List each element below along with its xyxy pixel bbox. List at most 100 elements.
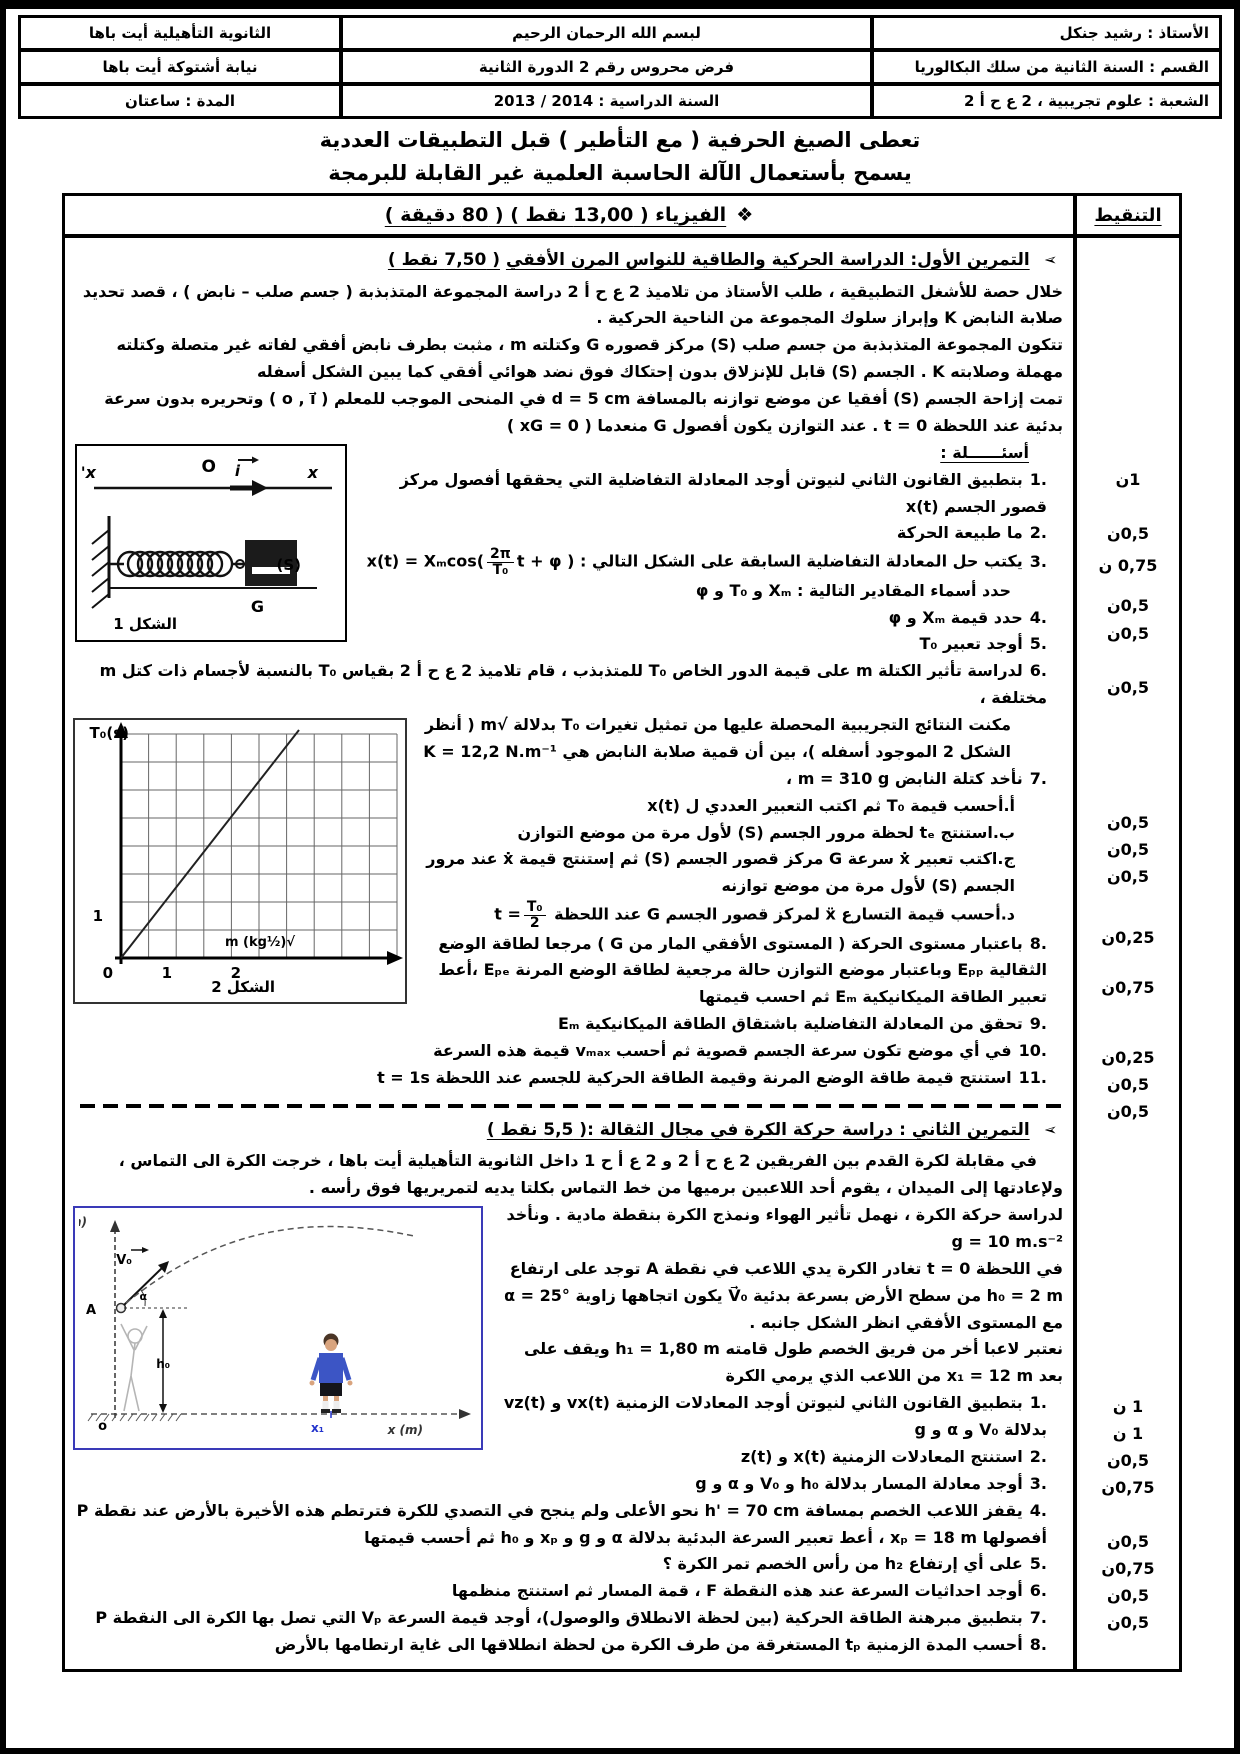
mark-value: 0,5ن: [1107, 624, 1149, 643]
q-text: أحسب المدة الزمنية tₚ المستغرقة من طرف ا…: [274, 1635, 1023, 1655]
ex1-question-7d: د.أحسب قيمة التسارع ẍ لمركز قصور الجسم G…: [73, 900, 1063, 930]
alpha-angle-label: α: [139, 1290, 147, 1303]
exercise1-title: ➢ التمرين الأول: الدراسة الحركية والطاقي…: [73, 246, 1057, 275]
mark-value: 0,5ن: [1107, 867, 1149, 886]
q-number: 7.: [1029, 1608, 1047, 1628]
exam-title: فرض محروس رقم 2 الدورة الثانية: [343, 52, 870, 82]
projectile-diagram: z (m) x (m) o: [51, 1215, 471, 1437]
q-number: 4.: [1029, 1500, 1047, 1520]
y-axis-label: T₀(s): [90, 724, 129, 742]
axis-origin-label: O: [202, 457, 216, 477]
q-text: استنتج المعادلات الزمنية x(t) و z(t): [740, 1446, 1023, 1466]
exercise2-title: ➢ التمرين الثاني : دراسة حركة الكرة في م…: [73, 1116, 1057, 1145]
mark-value: 0,75 ن: [1098, 556, 1158, 575]
grading-column: 1ن 0,5ن 0,75 ن 0,5ن 0,5ن 0,5ن 0,5ن 0,5ن 0,5ن 0,25…: [1077, 238, 1179, 1669]
q-letter: د.: [1000, 904, 1015, 924]
q-number: 7.: [1029, 768, 1047, 788]
q-text: بتطبيق القانون الثاني لنيوتن أوجد المعاد…: [503, 1393, 1047, 1440]
arrow-icon: ➢: [1043, 1119, 1057, 1139]
q-text: أحسب قيمة T₀ ثم اكتب التعبير العددي ل x(…: [647, 795, 1004, 815]
q-text: أوجد تعبير T₀: [919, 634, 1023, 654]
q-text: يقفز اللاعب الخصم بمسافة h' = 70 cm نحو …: [76, 1500, 1047, 1547]
ex2-question-7: 7. بتطبيق مبرهنة الطاقة الحركية (بين لحظة…: [73, 1605, 1063, 1632]
q-number: 1.: [1029, 469, 1047, 489]
ex2-question-6: 6. أوجد احداثيات السرعة عند هذه النقطة F …: [73, 1578, 1063, 1605]
mark-value: 0,5ن: [1107, 1075, 1149, 1094]
figure1-spring-mass: x' O i x: [75, 443, 347, 642]
ex1-intro-1: خلال حصة للأشغل التطبيقية ، طلب الأستاذ …: [82, 281, 1063, 328]
mark-value: 0,75ن: [1101, 1559, 1155, 1578]
arrow-icon: ➢: [1043, 250, 1057, 269]
q-letter: ب.: [992, 822, 1015, 842]
exercise1-title-text: التمرين الأول: الدراسة الحركية والطاقية …: [505, 250, 1030, 270]
ex2-intro-4: نعتبر لاعبا أخر من فريق الخصم طول قامته …: [523, 1339, 1063, 1386]
q-number: 2.: [1029, 523, 1047, 543]
diamond-icon: ❖: [736, 204, 754, 226]
q-number: 3.: [1029, 1473, 1047, 1493]
ex1-question-4: 4. حدد قيمة Xₘ و φ: [73, 605, 1063, 632]
figure3-ball-throw: z (m) x (m) o: [51, 1206, 483, 1451]
basmala: لبسم الله الرحمان الرحيم: [343, 18, 870, 48]
q-text: استنتج tₑ لحظة مرور الجسم (S) لأول مرة م…: [517, 822, 993, 842]
notice-calculator: يسمح بأستعمال الآلة الحاسبة العلمية غير …: [328, 161, 912, 185]
x-tick-2: 2: [231, 964, 241, 982]
point-A-label: A: [86, 1303, 96, 1318]
q-text: بتطبيق القانون الثاني لنيوتن أوجد المعاد…: [399, 469, 1047, 516]
section-separator: [75, 1103, 1061, 1108]
y-tick-1: 1: [93, 907, 103, 925]
half-period-formula: t = T₀ 2: [494, 900, 548, 930]
q-text: في أي موضع تكون سرعة الجسم قصوية ثم أحسب…: [433, 1041, 1012, 1061]
q-text: أوجد احداثيات السرعة عند هذه النقطة F ، …: [451, 1581, 1023, 1601]
mark-value: 0,75ن: [1101, 1478, 1155, 1497]
school-name: الثانوية التأهيلية أيت باها: [21, 18, 339, 48]
mark-value: 0,5ن: [1107, 1586, 1149, 1605]
q-text: نأخد كتلة النابض m = 310 g ،: [786, 768, 1023, 788]
x-tick-0: 0: [103, 964, 113, 982]
notice-literal-forms: تعطى الصيغ الحرفية ( مع التأطير ) قبل ال…: [319, 128, 921, 152]
mark-value: 0,25ن: [1101, 928, 1155, 947]
ex1-question-7b: ب.استنتج tₑ لحظة مرور الجسم (S) لأول مرة…: [73, 820, 1063, 847]
ex2-question-1: 1.بتطبيق القانون الثاني لنيوتن أوجد المع…: [73, 1390, 1063, 1444]
mark-value: 1 ن: [1112, 1424, 1144, 1443]
mark-value: 0,5ن: [1107, 524, 1149, 543]
mark-value: 0,5ن: [1107, 1532, 1149, 1551]
q-number: 2.: [1029, 1446, 1047, 1466]
ex1-question-10: 10. في أي موضع تكون سرعة الجسم قصوية ثم أ…: [73, 1038, 1063, 1065]
block-S-label: (S): [276, 556, 301, 574]
subject-header-row: التنقيط ❖ الفيزياء ( 13,00 نقط ) ( 80 دق…: [65, 196, 1179, 234]
ex2-question-5: 5. على أي إرتفاع h₂ من رأس الخصم تمر الكر…: [73, 1551, 1063, 1578]
q-number: 8.: [1029, 933, 1047, 953]
q-text: استنتج قيمة طاقة الوضع المرنة وقيمة الطا…: [377, 1067, 1012, 1087]
mark-value: 1 ن: [1112, 1397, 1144, 1416]
h0-label: h₀: [156, 1357, 170, 1371]
ex1-question-3: 3. يكتب حل المعادلة التفاضلية السابقة على…: [73, 547, 1063, 577]
x-tick-1: 1: [162, 964, 172, 982]
subject-title: الفيزياء ( 13,00 نقط ) ( 80 دقيقة ): [384, 204, 727, 226]
origin-label: o: [98, 1419, 107, 1434]
ex1-question-9: 9. تحقق من المعادلة التفاضلية باشتقاق الط…: [73, 1011, 1063, 1038]
main-table: التنقيط ❖ الفيزياء ( 13,00 نقط ) ( 80 دق…: [51, 193, 1182, 1672]
q-number: 9.: [1029, 1014, 1047, 1034]
mark-value: 0,25ن: [1101, 1048, 1155, 1067]
class-level: القسم : السنة الثانية من سلك البكالوريا: [874, 52, 1219, 82]
ex1-question-6a: 6.لدراسة تأثير الكتلة m على قيمة الدور ا…: [73, 658, 1063, 712]
figure2-caption: الشكل 2: [211, 978, 275, 996]
ex1-question-3b: حدد أسماء المقادير التالية : Xₘ و T₀ و φ: [695, 580, 1011, 600]
school-year: السنة الدراسية : 2014 / 2013: [343, 86, 870, 116]
ex1-question-6b: مكنت النتائج التجريبية المحصلة عليها من …: [423, 715, 1011, 761]
q-number: 5.: [1029, 634, 1047, 654]
body-row: 1ن 0,5ن 0,75 ن 0,5ن 0,5ن 0,5ن 0,5ن 0,5ن 0,5ن 0,25…: [51, 238, 1179, 1669]
mark-value: 0,5ن: [1107, 813, 1149, 832]
z-axis-label: z (m): [79, 1215, 87, 1229]
exercise1-points: ( 7,50 نقط ): [387, 250, 501, 270]
q-number: 5.: [1029, 1554, 1047, 1574]
q-text: أحسب قيمة التسارع ẍ لمركز قصور الجسم G ع…: [554, 904, 1001, 924]
ex2-intro-3: في اللحظة t = 0 تغادر الكرة يدي اللاعب ف…: [504, 1258, 1063, 1332]
ex1-question-7: 7. نأخد كتلة النابض m = 310 g ،: [73, 766, 1063, 793]
ex2-question-3: 3. أوجد معادلة المسار بدلالة h₀ و V₀ و α …: [73, 1471, 1063, 1498]
exam-content: ➢ التمرين الأول: الدراسة الحركية والطاقي…: [51, 238, 1073, 1669]
ex1-question-8: 8.باعتبار مستوى الحركة ( المستوى الأفقي …: [73, 931, 1063, 1012]
q-letter: أ.: [1003, 795, 1015, 815]
mark-value: 0,5ن: [1107, 1613, 1149, 1632]
mark-value: 1ن: [1115, 470, 1141, 489]
